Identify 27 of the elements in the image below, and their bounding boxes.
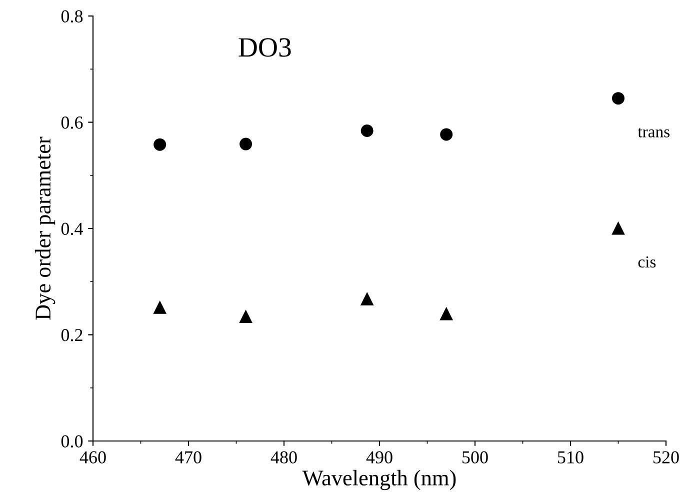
series-label: cis (638, 256, 656, 268)
y-axis-title: Dye order parameter (34, 136, 56, 320)
point (360, 292, 374, 306)
x-tick-label: 500 (462, 451, 488, 464)
y-tick-label: 0.8 (61, 10, 83, 23)
x-tick-label: 520 (654, 451, 679, 464)
point (440, 308, 453, 320)
x-tick-label: 460 (80, 451, 106, 464)
point (154, 138, 166, 151)
point (360, 124, 374, 137)
point (440, 128, 453, 141)
point (612, 92, 624, 105)
y-tick-label: 0.0 (61, 435, 83, 448)
point (154, 301, 166, 314)
point (612, 222, 624, 235)
y-tick-label: 0.4 (61, 222, 83, 236)
y-tick-label: 0.6 (61, 116, 83, 129)
text: DO3 (238, 38, 291, 57)
x-axis-title: Wavelength (nm) (302, 470, 456, 490)
point (240, 310, 252, 323)
series-label: trans (638, 128, 670, 138)
y-tick-label: 0.2 (61, 329, 82, 342)
point (240, 138, 252, 150)
x-tick-label: 480 (270, 451, 297, 464)
x-tick-label: 510 (558, 451, 584, 464)
x-tick-label: 470 (175, 451, 202, 464)
x-tick-label: 490 (366, 451, 392, 464)
